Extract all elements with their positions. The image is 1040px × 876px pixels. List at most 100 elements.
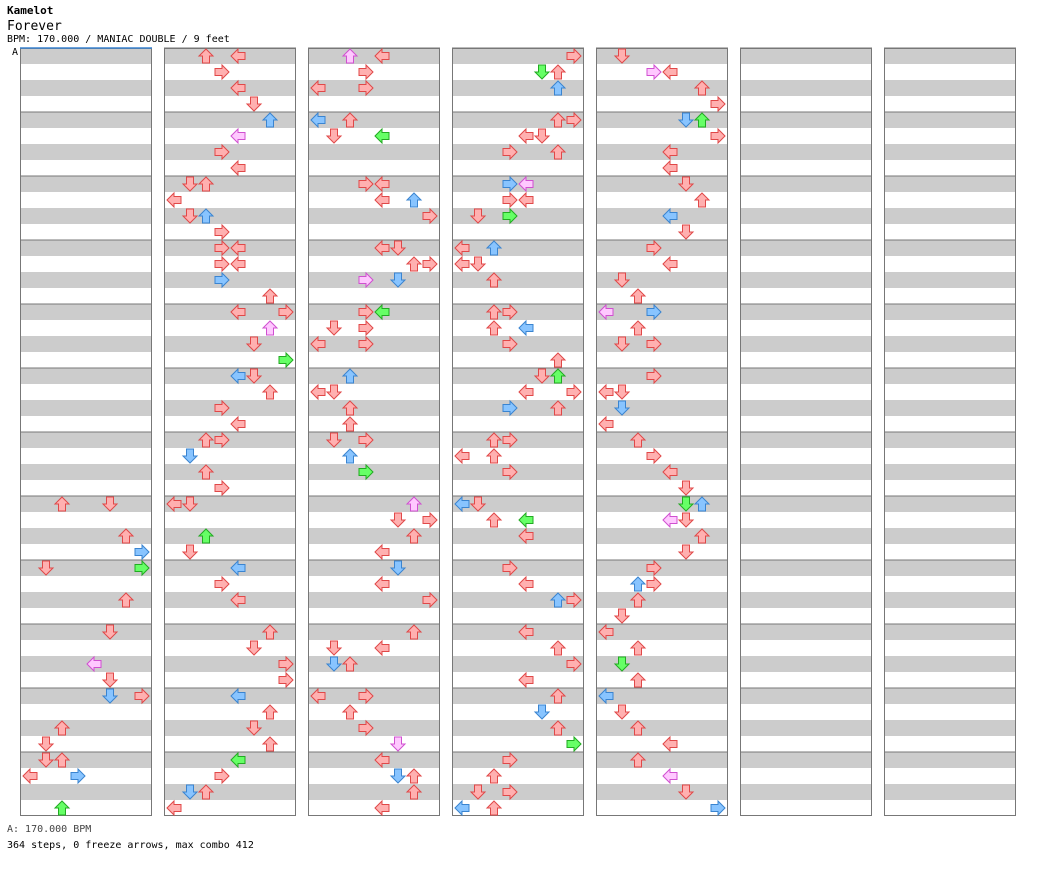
beat-stripe [20, 48, 152, 64]
step-arrow [37, 560, 55, 576]
beat-stripe [20, 496, 152, 512]
step-arrow [549, 80, 567, 96]
step-arrow [261, 112, 279, 128]
step-arrow [389, 512, 407, 528]
step-arrow [613, 384, 631, 400]
step-arrow [662, 735, 678, 753]
beat-stripe [740, 624, 872, 640]
step-arrow [598, 687, 614, 705]
step-arrow [374, 127, 390, 145]
step-arrow [86, 655, 102, 673]
beat-stripe [308, 752, 440, 768]
beat-stripe [164, 176, 296, 192]
beat-stripe [596, 432, 728, 448]
beat-stripe [740, 784, 872, 800]
beat-stripe [20, 272, 152, 288]
beat-stripe [596, 368, 728, 384]
beat-stripe [884, 144, 1016, 160]
step-arrow [502, 175, 518, 193]
step-arrow [469, 784, 487, 800]
step-arrow [502, 191, 518, 209]
step-arrow [214, 255, 230, 273]
step-arrow [549, 720, 567, 736]
chart-column [596, 47, 728, 816]
step-arrow [166, 191, 182, 209]
step-arrow [405, 192, 423, 208]
beat-stripe [740, 304, 872, 320]
step-arrow [261, 384, 279, 400]
step-arrow [485, 304, 503, 320]
beat-stripe [308, 112, 440, 128]
step-arrow [230, 559, 246, 577]
beat-stripe [884, 688, 1016, 704]
beat-stripe [740, 496, 872, 512]
step-arrow [134, 543, 150, 561]
step-arrow [325, 656, 343, 672]
chart-column [452, 47, 584, 816]
beat-stripe [452, 656, 584, 672]
beat-stripe [20, 176, 152, 192]
step-arrow [278, 303, 294, 321]
beat-stripe [596, 112, 728, 128]
step-arrow [181, 448, 199, 464]
beat-stripe [884, 592, 1016, 608]
beat-stripe [308, 48, 440, 64]
step-arrow [629, 432, 647, 448]
step-arrow [230, 303, 246, 321]
step-arrow [502, 463, 518, 481]
beat-stripe [164, 784, 296, 800]
beat-stripe [596, 560, 728, 576]
beat-stripe [452, 368, 584, 384]
beat-stripe [308, 208, 440, 224]
beat-stripe [164, 592, 296, 608]
step-arrow [53, 752, 71, 768]
beat-stripe [596, 272, 728, 288]
step-arrow [613, 336, 631, 352]
beat-stripe [164, 432, 296, 448]
step-arrow [389, 272, 407, 288]
beat-stripe [740, 528, 872, 544]
beat-stripe [596, 144, 728, 160]
step-arrow [101, 624, 119, 640]
step-arrow [629, 720, 647, 736]
beat-stripe [308, 80, 440, 96]
step-arrow [341, 112, 359, 128]
step-arrow [181, 544, 199, 560]
step-arrow [134, 687, 150, 705]
beat-stripe [740, 368, 872, 384]
step-arrow [454, 447, 470, 465]
beat-stripe [740, 400, 872, 416]
beat-stripe [164, 304, 296, 320]
step-arrow [629, 752, 647, 768]
beat-stripe [20, 304, 152, 320]
step-arrow [230, 159, 246, 177]
beat-stripe [452, 720, 584, 736]
step-arrow [677, 784, 695, 800]
beat-stripe [308, 464, 440, 480]
step-arrow [230, 415, 246, 433]
step-arrow [358, 63, 374, 81]
beat-stripe [596, 592, 728, 608]
step-arrow [710, 95, 726, 113]
beat-stripe [452, 144, 584, 160]
chart-column [164, 47, 296, 816]
step-arrow [405, 528, 423, 544]
step-arrow [693, 112, 711, 128]
beat-stripe [164, 368, 296, 384]
beat-stripe [452, 752, 584, 768]
step-arrow [710, 127, 726, 145]
artist-name: Kamelot [7, 4, 54, 17]
step-arrow [646, 367, 662, 385]
step-arrow [230, 255, 246, 273]
step-arrow [53, 496, 71, 512]
beat-stripe [308, 720, 440, 736]
beat-stripe [452, 528, 584, 544]
step-arrow [677, 496, 695, 512]
step-arrow [389, 736, 407, 752]
beat-stripe [452, 272, 584, 288]
step-arrow [341, 48, 359, 64]
step-arrow [469, 208, 487, 224]
beat-stripe [596, 720, 728, 736]
step-arrow [598, 383, 614, 401]
chart-column [308, 47, 440, 816]
